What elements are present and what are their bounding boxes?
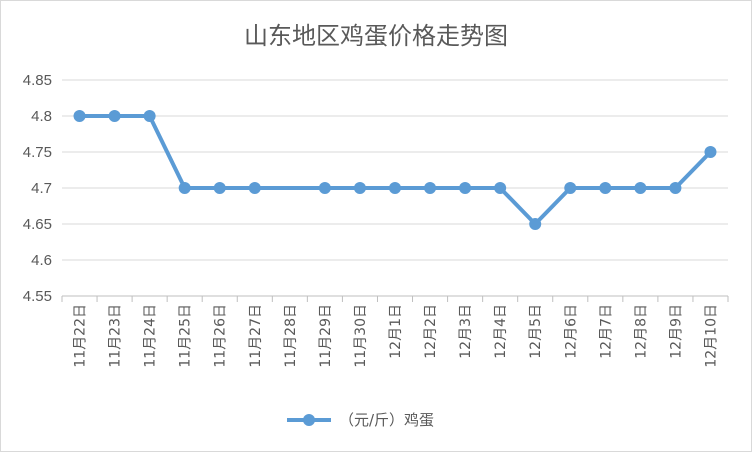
x-tick-label: 11月25日 [178, 304, 194, 368]
data-point [143, 110, 156, 122]
x-tick-label: 12月4日 [493, 304, 509, 359]
x-axis-ticks: 11月22日 11月23日 11月24日 11月25日 11月26日 11月27日 11月2… [73, 304, 720, 368]
x-tick-label: 12月10日 [703, 304, 719, 368]
x-tick-label: 11月22日 [73, 304, 89, 368]
series-line [77, 114, 713, 226]
data-point [494, 182, 507, 194]
legend: （元/斤）鸡蛋 [287, 411, 434, 429]
data-point [108, 110, 121, 122]
grid-lines [62, 79, 728, 261]
data-point [178, 182, 191, 194]
data-point [73, 110, 86, 122]
x-tick-label: 12月7日 [598, 304, 614, 359]
data-point [564, 182, 577, 194]
x-tick-label: 12月6日 [563, 304, 579, 359]
data-point [669, 182, 682, 194]
y-tick-label: 4.65 [23, 216, 52, 233]
x-tick-label: 11月28日 [283, 304, 299, 368]
y-tick-label: 4.8 [31, 108, 52, 125]
y-tick-label: 4.55 [23, 288, 52, 305]
data-point [529, 218, 542, 230]
data-point [248, 182, 261, 194]
series-layer [73, 110, 717, 230]
data-point [389, 182, 401, 194]
y-tick-label: 4.6 [31, 252, 52, 269]
legend-marker [303, 414, 315, 426]
x-tick-label: 11月29日 [318, 304, 334, 368]
x-tick-label: 12月8日 [633, 304, 649, 359]
data-point [634, 182, 647, 194]
data-point [213, 182, 226, 194]
x-tick-label: 12月5日 [528, 304, 544, 359]
x-tick-label: 12月1日 [388, 304, 404, 359]
data-point [424, 182, 437, 194]
data-point [318, 182, 331, 194]
chart-title: 山东地区鸡蛋价格走势图 [244, 22, 508, 50]
y-tick-label: 4.75 [23, 144, 52, 161]
x-tick-label: 12月2日 [423, 304, 439, 359]
x-tick-label: 11月24日 [143, 304, 159, 368]
y-tick-label: 4.7 [31, 180, 52, 197]
y-tick-label: 4.85 [23, 72, 52, 89]
x-tick-label: 12月3日 [458, 304, 474, 359]
data-point [353, 182, 366, 194]
data-point [704, 146, 717, 158]
data-point [599, 182, 612, 194]
data-point [459, 182, 472, 194]
x-tick-label: 11月26日 [213, 304, 229, 368]
x-tick-label: 11月27日 [248, 304, 264, 368]
y-axis-ticks: 4.55 4.6 4.65 4.7 4.75 4.8 4.85 [23, 72, 52, 305]
x-tick-label: 12月9日 [668, 304, 684, 359]
x-tick-label: 11月30日 [353, 304, 369, 368]
x-axis [61, 295, 729, 302]
x-tick-label: 11月23日 [108, 304, 124, 368]
legend-label: （元/斤）鸡蛋 [339, 411, 434, 429]
